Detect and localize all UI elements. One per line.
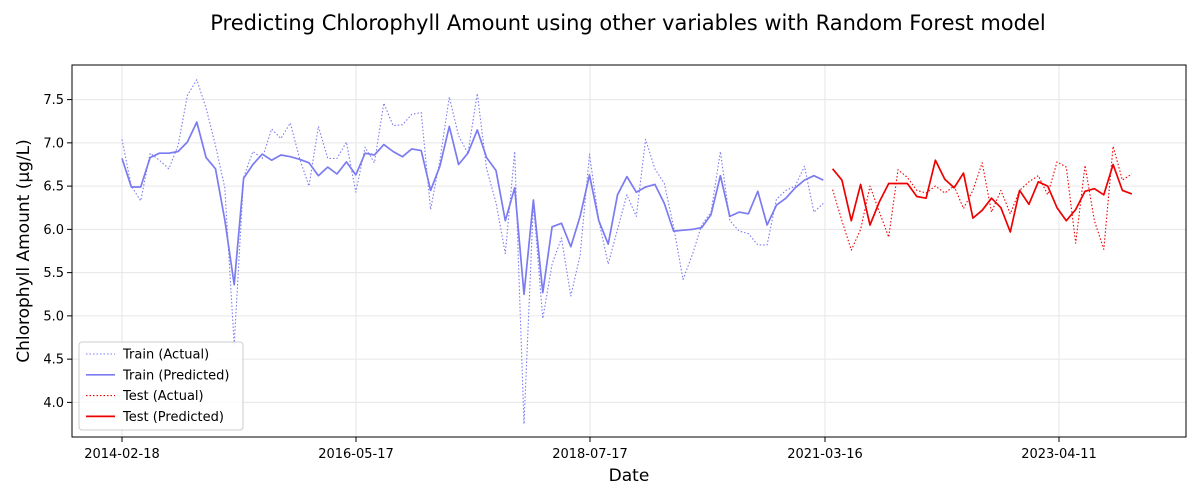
series-lines xyxy=(121,79,1133,425)
legend-box xyxy=(78,341,244,431)
x-tick-label: 2018-07-17 xyxy=(552,447,628,462)
x-axis-label: Date xyxy=(609,466,650,486)
y-tick-label: 4.0 xyxy=(43,396,64,411)
x-tick-label: 2021-03-16 xyxy=(787,447,863,462)
x-axis-ticks: 2014-02-18 2016-05-17 2018-07-17 2021-03-16… xyxy=(84,437,1097,462)
y-tick-label: 5.5 xyxy=(43,266,64,281)
y-tick-label: 4.5 xyxy=(43,353,64,368)
series-line-test-actual xyxy=(832,145,1133,251)
legend: Train (Actual) Train (Predicted) Test (Act… xyxy=(78,341,244,431)
y-axis-ticks: 4.0 4.5 5.0 5.5 6.0 6.5 7.0 7.5 xyxy=(43,93,72,411)
y-tick-label: 6.0 xyxy=(43,223,64,238)
chart-title: Predicting Chlorophyll Amount using othe… xyxy=(210,11,1045,35)
legend-label: Test (Predicted) xyxy=(122,410,224,425)
y-axis-label: Chlorophyll Amount (µg/L) xyxy=(14,139,34,363)
series-line-train-actual xyxy=(121,79,824,425)
x-tick-label: 2016-05-17 xyxy=(318,447,394,462)
y-tick-label: 6.5 xyxy=(43,180,64,195)
series-line-test-predicted xyxy=(831,159,1133,233)
legend-label: Train (Actual) xyxy=(122,348,209,363)
series-line-train-predicted xyxy=(121,121,824,296)
grid xyxy=(72,65,1186,437)
legend-label: Train (Predicted) xyxy=(122,368,230,383)
legend-label: Test (Actual) xyxy=(122,389,204,404)
x-tick-label: 2014-02-18 xyxy=(84,447,160,462)
y-tick-label: 5.0 xyxy=(43,309,64,324)
plot-frame xyxy=(71,64,1187,438)
y-tick-label: 7.0 xyxy=(43,136,64,151)
y-tick-label: 7.5 xyxy=(43,93,64,108)
x-tick-label: 2023-04-11 xyxy=(1021,447,1097,462)
